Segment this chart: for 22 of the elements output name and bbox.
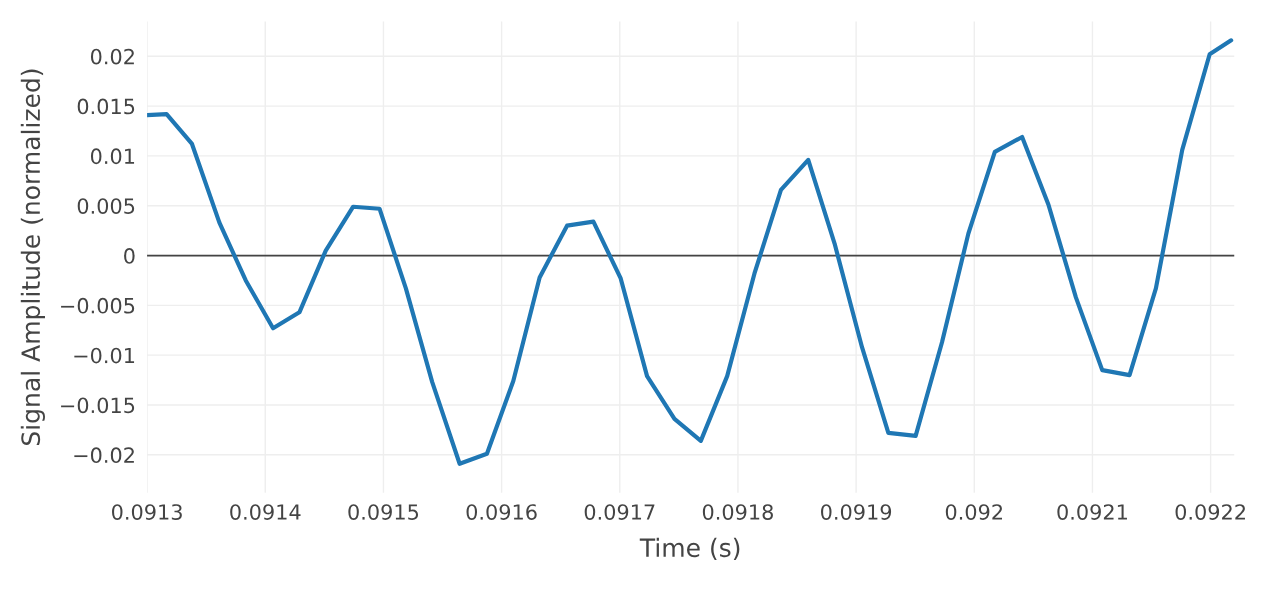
- y-tick-label: 0.01: [90, 148, 135, 165]
- x-tick-label: 0.0913: [112, 504, 182, 520]
- y-tick-label: 0: [124, 248, 135, 264]
- line-series: [147, 38, 1234, 466]
- y-axis-title: Signal Amplitude (normalized): [20, 69, 45, 445]
- y-tick-label: −0.005: [61, 297, 135, 314]
- x-tick-label: 0.0916: [466, 504, 537, 520]
- y-tick-label: −0.02: [74, 447, 134, 464]
- x-tick-label: 0.0921: [1057, 504, 1127, 520]
- y-tick-label: 0.015: [77, 98, 135, 115]
- y-tick-label: 0.005: [77, 198, 135, 214]
- x-tick-label: 0.0919: [821, 504, 892, 520]
- x-tick-label: 0.0918: [702, 504, 773, 520]
- x-tick-label: 0.0915: [348, 504, 419, 520]
- y-tick-label: −0.01: [74, 347, 135, 364]
- x-tick-label: 0.0914: [230, 504, 301, 520]
- x-tick-label: 0.0917: [584, 504, 655, 520]
- x-tick-label: 0.092: [945, 504, 1002, 520]
- x-axis-title: Time (s): [639, 537, 740, 561]
- x-tick-label: 0.0922: [1175, 504, 1245, 520]
- y-tick-label: 0.02: [90, 48, 134, 65]
- y-tick-label: −0.015: [61, 397, 135, 414]
